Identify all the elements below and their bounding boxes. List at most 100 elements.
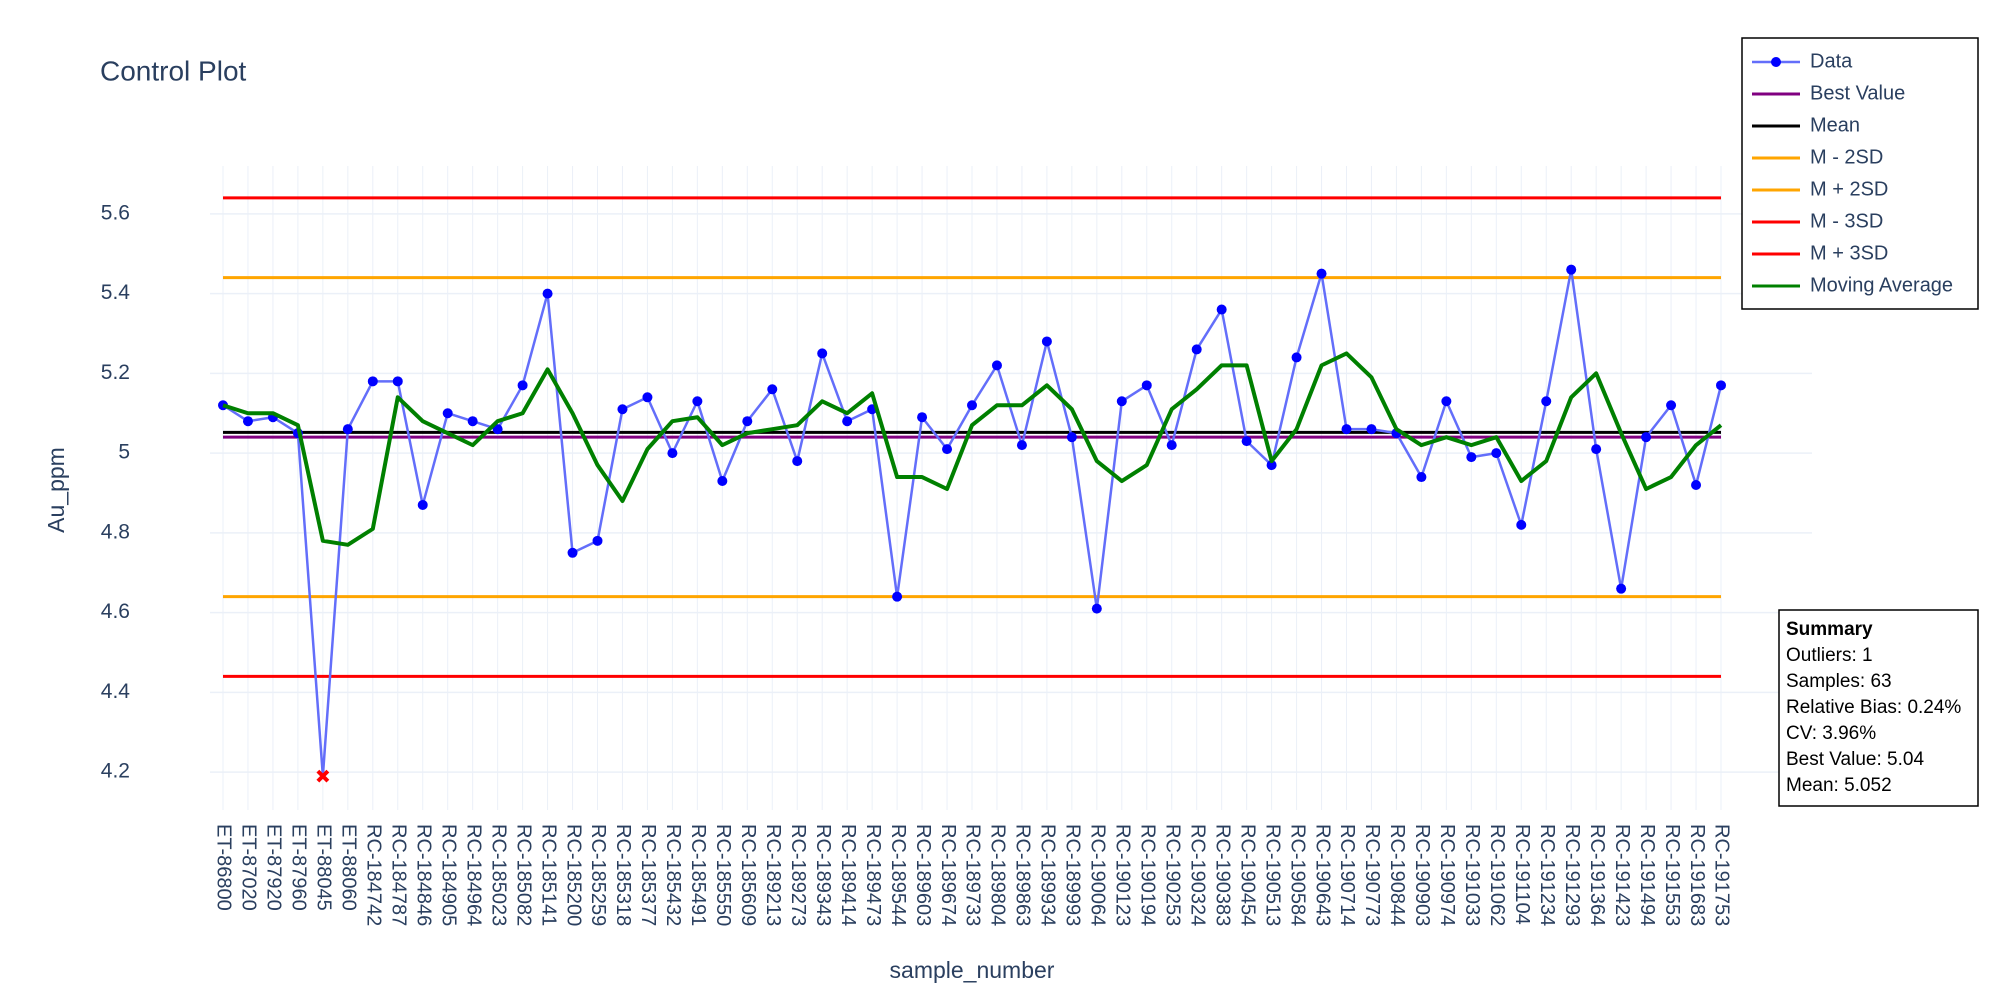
x-tick-label: ET-87020 [238,824,260,911]
data-point [667,448,678,459]
x-tick-label: RC-184846 [412,824,434,926]
legend-marker [1771,57,1781,67]
data-point [392,376,403,387]
x-tick-label: RC-191753 [1711,824,1733,926]
x-tick-label: RC-185023 [487,824,509,926]
x-tick-label: RC-189804 [987,824,1009,926]
x-tick-label: RC-189863 [1012,824,1034,926]
outlier-marker [316,769,330,783]
data-point [1341,424,1352,435]
x-tick-label: ET-87960 [288,824,310,911]
data-point [1616,583,1627,594]
x-tick-label: RC-191234 [1536,824,1558,926]
data-point [1691,480,1702,491]
legend-label: M + 2SD [1810,178,1888,200]
data-point [767,384,778,395]
x-tick-label: RC-184742 [363,824,385,926]
x-tick-label: RC-190123 [1112,824,1134,926]
x-tick-label: ET-88060 [338,824,360,911]
legend-label: M - 2SD [1810,146,1883,168]
x-tick-label: RC-190974 [1436,824,1458,926]
data-point [1166,440,1177,451]
summary-line: Samples: 63 [1786,671,1892,692]
data-point [1566,264,1577,275]
summary-title: Summary [1786,619,1873,640]
x-tick-label: RC-190513 [1261,824,1283,926]
x-tick-label: RC-189473 [862,824,884,926]
legend-label: Mean [1810,114,1860,136]
x-tick-label: RC-191293 [1561,824,1583,926]
data-point [1441,396,1452,407]
data-point [967,400,977,411]
data-point [342,424,353,435]
data-point [1591,444,1602,455]
x-tick-label: RC-191423 [1611,824,1633,926]
x-tick-label: RC-185259 [587,824,609,926]
chart-title: Control Plot [100,55,247,86]
y-tick-label: 4.6 [101,600,130,623]
x-tick-label: RC-189273 [787,824,809,926]
data-point [492,424,503,435]
data-point [617,404,628,415]
x-tick-label: RC-190064 [1087,824,1109,926]
x-tick-label: RC-185550 [712,824,734,926]
data-point [792,456,803,467]
x-tick-label: RC-190383 [1211,824,1233,926]
data-point [467,416,478,427]
y-tick-label: 5.2 [101,361,130,384]
x-tick-label: RC-190714 [1336,824,1358,926]
data-point [991,360,1002,371]
y-tick-label: 5.4 [101,281,131,304]
data-point [1466,452,1477,463]
x-tick-label: RC-185082 [512,824,534,926]
data-point [1516,519,1527,530]
summary-line: Best Value: 5.04 [1786,749,1924,770]
data-point [1541,396,1552,407]
x-tick-label: RC-185432 [662,824,684,926]
x-tick-label: RC-189343 [812,824,834,926]
x-tick-label: RC-191553 [1661,824,1683,926]
summary-line: Mean: 5.052 [1786,775,1892,796]
x-tick-label: RC-190643 [1311,824,1333,926]
data-point [1491,448,1502,459]
x-tick-label: RC-190584 [1286,824,1308,926]
y-tick-label: 4.4 [101,680,131,703]
x-tick-label: RC-191104 [1511,824,1533,925]
data-point [1041,336,1052,347]
y-tick-label: 5.6 [101,201,130,224]
summary-line: Outliers: 1 [1786,645,1873,666]
data-point [1016,440,1027,451]
x-tick-label: ET-86800 [213,824,235,911]
x-tick-label: RC-184964 [462,824,484,926]
x-tick-label: RC-190253 [1161,824,1183,926]
data-point [1666,400,1677,411]
summary-line: CV: 3.96% [1786,723,1876,744]
data-point [1066,432,1077,443]
data-point [692,396,703,407]
summary-box: Summary Outliers: 1 Samples: 63 Relative Bi… [1778,609,1979,807]
x-tick-label: RC-189414 [837,824,859,926]
legend-label: M + 3SD [1810,242,1888,264]
x-tick-label: ET-87920 [263,824,285,911]
data-point [1191,344,1202,355]
data-point [367,376,378,387]
summary-line: Relative Bias: 0.24% [1786,697,1961,718]
data-point [717,476,728,487]
x-tick-label: RC-191683 [1686,824,1708,926]
data-point [442,408,453,419]
x-tick-label: RC-185491 [687,824,709,926]
x-tick-label: RC-185141 [537,824,559,926]
data-point [742,416,753,427]
data-point [842,416,853,427]
series-line [222,351,1723,547]
data-point [567,547,578,558]
legend-label: Data [1810,50,1853,72]
legend-label: Best Value [1810,82,1905,104]
x-tick-label: RC-189993 [1062,824,1084,926]
data-point [1241,436,1252,447]
data-point [1316,268,1327,279]
x-tick-label: RC-189603 [912,824,934,926]
data-point [1216,304,1227,315]
data-point [1641,432,1652,443]
